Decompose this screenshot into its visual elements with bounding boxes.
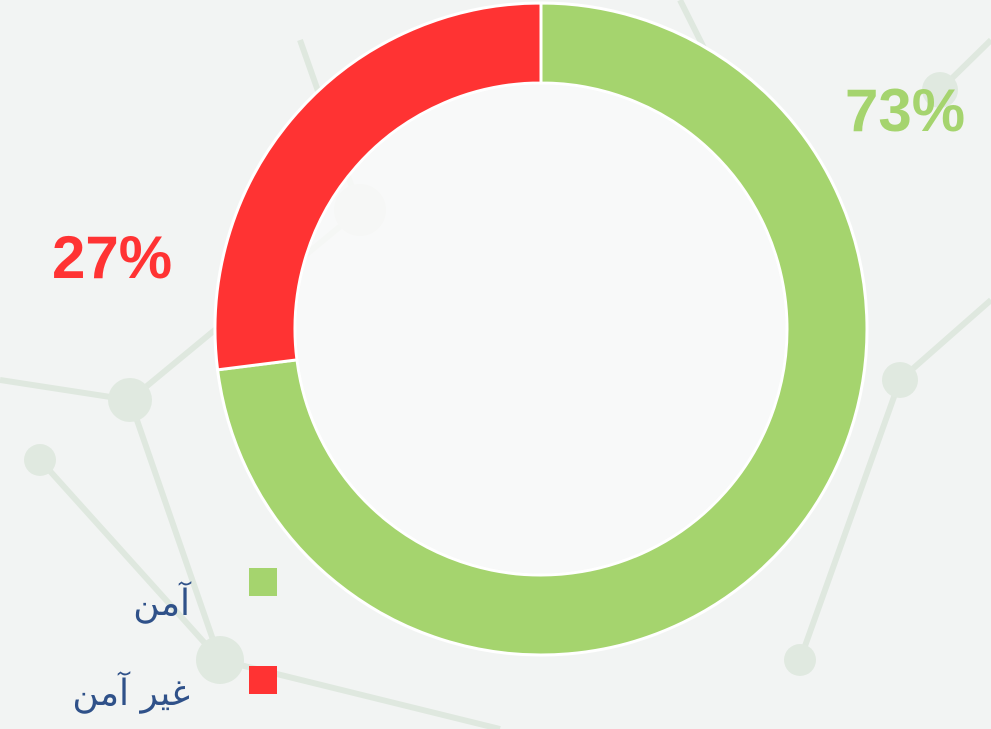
donut <box>213 1 869 657</box>
legend-label: غير آمن <box>72 670 190 714</box>
value-label: 27% <box>52 224 172 291</box>
legend-swatch <box>249 666 277 694</box>
legend-label: آمن <box>133 580 192 624</box>
legend-swatch <box>249 568 277 596</box>
value-label: 73% <box>845 77 965 144</box>
donut-hole <box>296 84 786 574</box>
donut-segment <box>215 1 869 657</box>
donut-segment <box>213 1 543 372</box>
